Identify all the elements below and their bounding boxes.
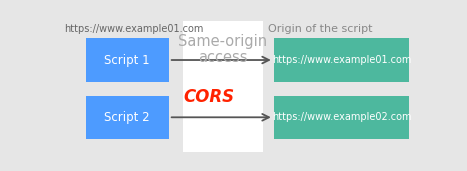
Text: CORS: CORS xyxy=(183,88,234,106)
Text: https://www.example01.com: https://www.example01.com xyxy=(64,24,203,35)
Text: https://www.example01.com: https://www.example01.com xyxy=(272,55,411,65)
Bar xyxy=(183,21,263,152)
Bar xyxy=(85,38,169,82)
Bar xyxy=(263,21,420,152)
Bar xyxy=(274,38,410,82)
Text: Same-origin
access: Same-origin access xyxy=(178,34,268,65)
Text: Script 1: Script 1 xyxy=(104,54,150,67)
Bar xyxy=(85,96,169,139)
Bar xyxy=(274,96,410,139)
Text: Script 2: Script 2 xyxy=(104,111,150,124)
Text: https://www.example02.com: https://www.example02.com xyxy=(272,112,411,122)
Text: Origin of the script: Origin of the script xyxy=(268,24,372,35)
Bar xyxy=(58,21,183,152)
